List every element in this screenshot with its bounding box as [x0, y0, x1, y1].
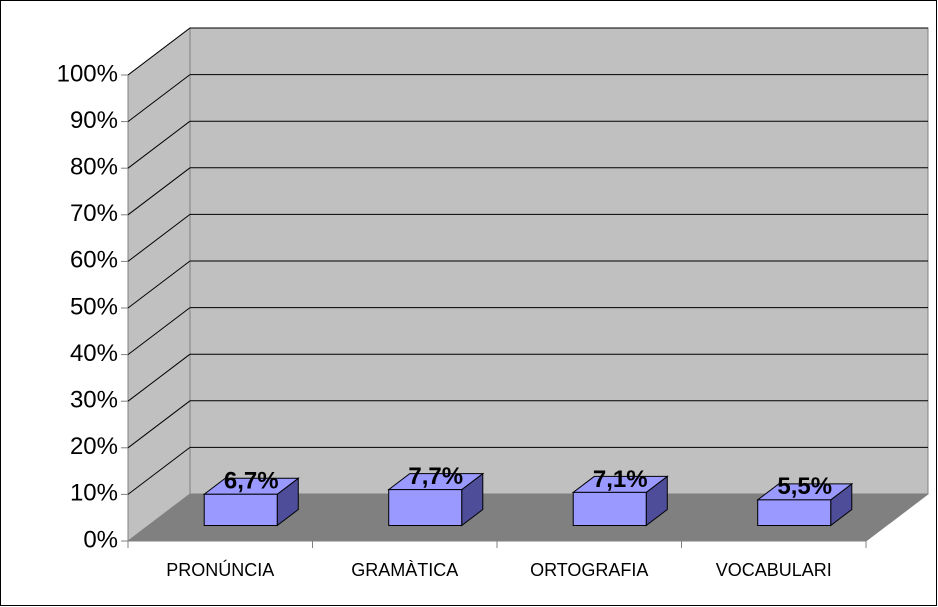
y-tick-label: 60%: [70, 247, 118, 274]
x-tick-label: PRONÚNCIA: [166, 559, 274, 580]
bar: [202, 477, 300, 527]
bar-front: [203, 493, 278, 526]
x-tick-label: ORTOGRAFIA: [530, 560, 648, 580]
grid-line: [127, 447, 191, 495]
grid-line: [127, 120, 191, 169]
y-tick-label: 20%: [70, 433, 118, 460]
y-tick-label: 70%: [70, 200, 118, 227]
bar-front: [757, 499, 832, 526]
y-tick-label: 100%: [57, 60, 118, 87]
bar-front: [572, 491, 647, 526]
x-tick-label: VOCABULARI: [716, 560, 832, 580]
bar-front: [388, 489, 463, 526]
grid-line: [127, 353, 191, 402]
value-label: 6,7%: [224, 468, 279, 495]
y-tick-label: 90%: [70, 107, 118, 134]
y-tick-label: 10%: [70, 480, 118, 507]
bar: [756, 482, 854, 527]
y-tick-label: 40%: [70, 340, 118, 367]
grid-line: [127, 260, 191, 309]
grid-line: [127, 27, 191, 76]
grid-line: [127, 214, 191, 262]
grid-line: [127, 307, 191, 355]
y-tick-label: 30%: [70, 387, 118, 414]
value-label: 5,5%: [777, 473, 832, 500]
grid-line: [127, 74, 191, 122]
y-tick-label: 50%: [70, 293, 118, 320]
grid-line: [127, 400, 191, 449]
bar: [571, 475, 669, 527]
y-tick-label: 0%: [83, 526, 118, 553]
grid-line: [127, 167, 191, 216]
x-tick-label: GRAMÀTICA: [351, 560, 458, 580]
bar: [387, 472, 485, 527]
value-label: 7,7%: [408, 463, 463, 490]
value-label: 7,1%: [593, 466, 648, 493]
floor-edge: [865, 493, 929, 542]
y-tick-label: 80%: [70, 154, 118, 181]
floor: [128, 494, 928, 541]
